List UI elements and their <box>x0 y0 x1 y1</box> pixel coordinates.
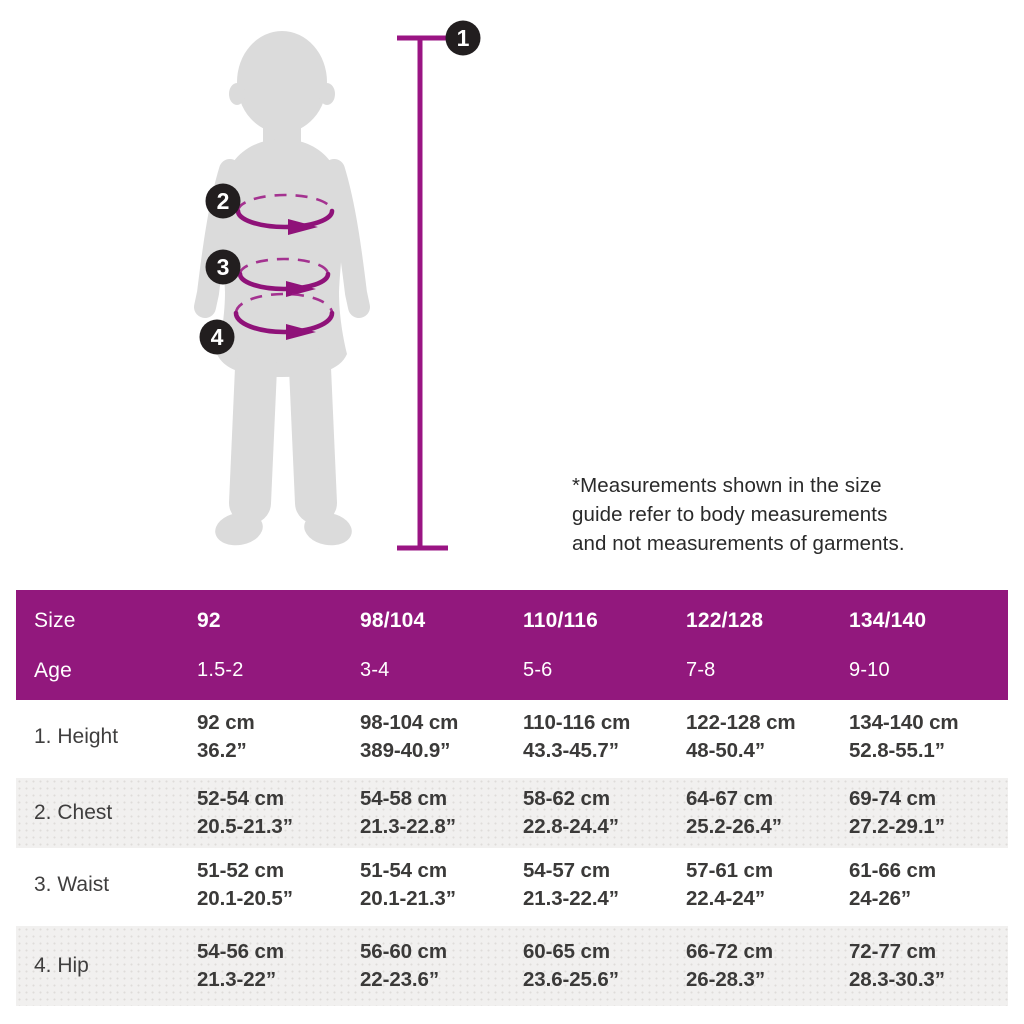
age-value: 5-6 <box>523 659 553 681</box>
measurement-cell: 51-54 cm 20.1-21.3” <box>360 859 456 910</box>
marker-height: 1 <box>445 20 481 56</box>
measurement-cell: 92 cm 36.2” <box>197 711 255 762</box>
measurement-cell: 98-104 cm 389-40.9” <box>360 711 459 762</box>
size-value: 98/104 <box>360 608 426 632</box>
size-value: 134/140 <box>849 608 927 632</box>
size-value: 110/116 <box>523 608 598 632</box>
age-value: 3-4 <box>360 659 390 681</box>
header-row-size: Size 92 98/104 110/116 122/128 134/140 <box>16 593 1008 648</box>
measurement-cell: 57-61 cm 22.4-24” <box>686 859 773 910</box>
measurement-note-line: *Measurements shown in the size <box>572 474 882 497</box>
measurement-note: *Measurements shown in the size guide re… <box>572 471 905 558</box>
table-row-chest: 2. Chest 52-54 cm 20.5-21.3” 54-58 cm 21… <box>16 778 1008 848</box>
measurement-cell: 110-116 cm 43.3-45.7” <box>523 711 631 762</box>
row-label: 4. Hip <box>34 954 89 977</box>
marker-height-number: 1 <box>457 25 470 51</box>
child-silhouette-image <box>194 31 370 546</box>
table-row-height: 1. Height 92 cm 36.2” 98-104 cm 389-40.9… <box>16 700 1008 774</box>
marker-waist-number: 3 <box>217 254 230 280</box>
age-value: 9-10 <box>849 659 890 681</box>
age-value: 1.5-2 <box>197 659 244 681</box>
chest-measure-ellipse <box>235 193 335 235</box>
size-row-label: Size <box>34 608 76 632</box>
row-label: 2. Chest <box>34 801 113 824</box>
age-value: 7-8 <box>686 659 716 681</box>
measurement-cell: 60-65 cm 23.6-25.6” <box>523 940 619 991</box>
measurement-note-line: and not measurements of garments. <box>572 532 905 555</box>
measurement-cell: 54-57 cm 21.3-22.4” <box>523 859 619 910</box>
age-row-label: Age <box>34 658 72 682</box>
hip-measure-ellipse <box>233 292 335 340</box>
row-label: 1. Height <box>34 725 119 748</box>
waist-measure-ellipse <box>237 257 331 297</box>
measurement-cell: 66-72 cm 26-28.3” <box>686 940 773 991</box>
height-measure-line <box>397 35 448 551</box>
size-value: 122/128 <box>686 608 764 632</box>
measurement-cell: 58-62 cm 22.8-24.4” <box>523 787 619 838</box>
marker-chest-number: 2 <box>217 188 230 214</box>
body-measurement-figure: 1 2 3 4 <box>194 20 481 551</box>
measurement-cell: 72-77 cm 28.3-30.3” <box>849 940 945 991</box>
marker-hip: 4 <box>199 319 235 355</box>
marker-hip-number: 4 <box>211 324 224 350</box>
header-row-age: Age 1.5-2 3-4 5-6 7-8 9-10 <box>16 643 1008 698</box>
measurement-cell: 64-67 cm 25.2-26.4” <box>686 787 782 838</box>
measurement-cell: 122-128 cm 48-50.4” <box>686 711 796 762</box>
measurement-cell: 54-56 cm 21.3-22” <box>197 940 284 991</box>
measurement-cell: 54-58 cm 21.3-22.8” <box>360 787 456 838</box>
measurement-cell: 52-54 cm 20.5-21.3” <box>197 787 293 838</box>
measurement-cell: 51-52 cm 20.1-20.5” <box>197 859 293 910</box>
table-row-hip: 4. Hip 54-56 cm 21.3-22” 56-60 cm 22-23.… <box>16 926 1008 1006</box>
table-row-waist: 3. Waist 51-52 cm 20.1-20.5” 51-54 cm 20… <box>16 848 1008 922</box>
row-label: 3. Waist <box>34 873 110 896</box>
marker-waist: 3 <box>205 249 241 285</box>
size-table-header: Size 92 98/104 110/116 122/128 134/140 A… <box>16 590 1008 700</box>
measurement-note-line: guide refer to body measurements <box>572 503 888 526</box>
marker-chest: 2 <box>205 183 241 219</box>
size-table: Size 92 98/104 110/116 122/128 134/140 A… <box>16 590 1008 1006</box>
measurement-cell: 56-60 cm 22-23.6” <box>360 940 447 991</box>
size-value: 92 <box>197 608 221 632</box>
measurement-cell: 61-66 cm 24-26” <box>849 859 936 910</box>
measurement-cell: 134-140 cm 52.8-55.1” <box>849 711 959 762</box>
measurement-cell: 69-74 cm 27.2-29.1” <box>849 787 945 838</box>
